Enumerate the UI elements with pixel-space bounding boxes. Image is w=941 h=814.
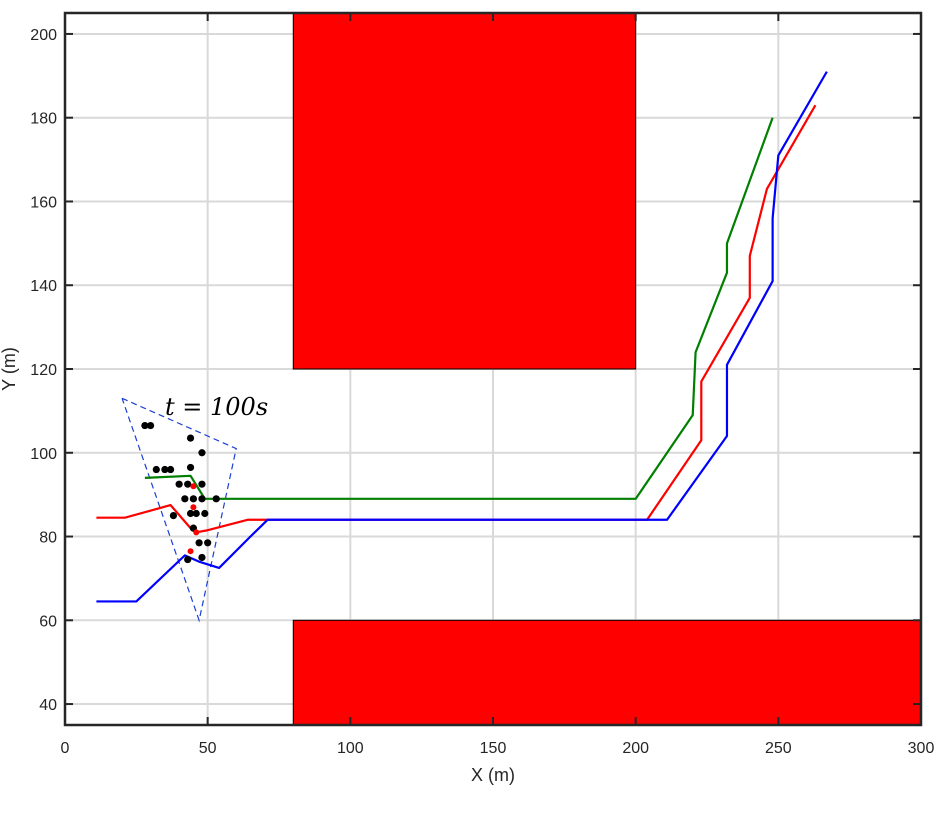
x-tick-label: 300 xyxy=(908,740,935,757)
obstacle-rect xyxy=(292,619,921,725)
y-tick-label: 160 xyxy=(30,194,57,211)
y-tick-label: 100 xyxy=(30,446,57,463)
green-trajectory-line xyxy=(144,117,774,500)
y-tick-label: 40 xyxy=(39,697,57,714)
highlight-point xyxy=(193,529,200,536)
agent-points xyxy=(141,421,220,564)
y-tick-label: 140 xyxy=(30,278,57,295)
agent-point xyxy=(166,465,175,474)
agent-point xyxy=(186,434,195,442)
agent-point xyxy=(198,553,206,562)
view-cone-outline xyxy=(121,397,237,623)
y-tick-label: 80 xyxy=(39,530,57,547)
agent-point xyxy=(204,539,212,547)
agent-point xyxy=(184,480,192,488)
agent-point xyxy=(186,509,195,518)
highlight-point xyxy=(190,483,197,490)
agent-point xyxy=(201,509,209,518)
x-tick-label: 150 xyxy=(480,740,507,757)
tick-labels: 0 50 100 150 200 250 300 40 60 80 100 120 140 160 180 2… xyxy=(30,27,934,757)
agent-point xyxy=(169,511,178,520)
agent-point xyxy=(198,449,206,457)
agent-point xyxy=(175,480,183,488)
y-axis-label: Y (m) xyxy=(0,347,19,391)
agent-point xyxy=(195,539,203,547)
agent-point xyxy=(192,509,200,518)
axis-ticks xyxy=(64,13,922,725)
agent-point xyxy=(198,495,206,503)
obstacles xyxy=(292,13,921,725)
x-tick-label: 100 xyxy=(337,740,364,757)
x-tick-label: 250 xyxy=(765,740,792,757)
x-tick-label: 0 xyxy=(61,740,70,757)
y-tick-label: 180 xyxy=(30,111,57,128)
highlight-point xyxy=(187,548,194,555)
agent-point xyxy=(152,465,160,474)
agent-point xyxy=(184,555,192,564)
x-tick-label: 50 xyxy=(199,740,217,757)
agent-point xyxy=(181,495,189,503)
y-tick-label: 120 xyxy=(30,362,57,379)
annotation-label: t = 100s xyxy=(165,393,268,421)
agent-point xyxy=(186,463,195,472)
y-tick-label: 60 xyxy=(39,613,57,630)
agent-point xyxy=(141,421,149,430)
x-axis-label: X (m) xyxy=(471,765,515,785)
agent-point xyxy=(189,495,197,503)
view-cone xyxy=(121,397,237,623)
highlight-point xyxy=(190,504,197,511)
y-tick-label: 200 xyxy=(30,27,57,44)
obstacle-rect xyxy=(292,13,637,370)
agent-point xyxy=(212,495,220,503)
agent-point xyxy=(198,480,206,488)
x-tick-label: 200 xyxy=(622,740,649,757)
agent-point xyxy=(147,421,155,430)
agent-point xyxy=(161,465,169,474)
